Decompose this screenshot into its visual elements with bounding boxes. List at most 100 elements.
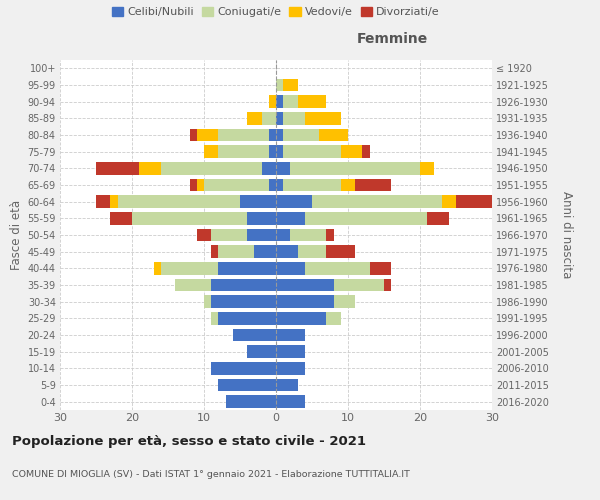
Bar	[247, 346, 276, 358]
Bar	[247, 229, 276, 241]
Bar	[211, 362, 276, 374]
Bar	[298, 96, 326, 108]
Bar	[269, 179, 276, 192]
Bar	[204, 296, 211, 308]
Bar	[276, 196, 312, 208]
Bar	[276, 129, 283, 141]
Bar	[355, 179, 391, 192]
Bar	[341, 146, 362, 158]
Text: COMUNE DI MIOGLIA (SV) - Dati ISTAT 1° gennaio 2021 - Elaborazione TUTTITALIA.IT: COMUNE DI MIOGLIA (SV) - Dati ISTAT 1° g…	[12, 470, 410, 479]
Bar	[276, 296, 334, 308]
Text: Popolazione per età, sesso e stato civile - 2021: Popolazione per età, sesso e stato civil…	[12, 435, 366, 448]
Bar	[420, 162, 434, 174]
Bar	[326, 246, 355, 258]
Bar	[110, 196, 118, 208]
Bar	[118, 196, 240, 208]
Bar	[175, 279, 211, 291]
Bar	[190, 179, 197, 192]
Bar	[161, 162, 262, 174]
Bar	[218, 312, 276, 324]
Bar	[442, 196, 456, 208]
Bar	[218, 379, 276, 391]
Bar	[384, 279, 391, 291]
Bar	[132, 212, 247, 224]
Bar	[204, 146, 218, 158]
Bar	[262, 112, 276, 124]
Bar	[211, 296, 276, 308]
Bar	[326, 312, 341, 324]
Bar	[290, 162, 420, 174]
Bar	[276, 246, 298, 258]
Bar	[262, 162, 276, 174]
Y-axis label: Fasce di età: Fasce di età	[10, 200, 23, 270]
Bar	[276, 262, 305, 274]
Bar	[334, 279, 384, 291]
Bar	[254, 246, 276, 258]
Bar	[283, 79, 298, 92]
Bar	[110, 212, 132, 224]
Bar	[276, 312, 326, 324]
Bar	[211, 312, 218, 324]
Bar	[276, 112, 283, 124]
Legend: Celibi/Nubili, Coniugati/e, Vedovi/e, Divorziati/e: Celibi/Nubili, Coniugati/e, Vedovi/e, Di…	[108, 2, 444, 22]
Bar	[305, 262, 370, 274]
Bar	[247, 112, 262, 124]
Bar	[370, 262, 391, 274]
Bar	[312, 196, 442, 208]
Bar	[218, 146, 269, 158]
Text: Femmine: Femmine	[357, 32, 428, 46]
Bar	[154, 262, 161, 274]
Bar	[276, 362, 305, 374]
Bar	[211, 279, 276, 291]
Bar	[276, 229, 290, 241]
Bar	[319, 129, 348, 141]
Bar	[427, 212, 449, 224]
Bar	[298, 246, 326, 258]
Bar	[276, 279, 334, 291]
Bar	[276, 329, 305, 341]
Bar	[96, 162, 139, 174]
Bar	[276, 346, 305, 358]
Bar	[456, 196, 492, 208]
Bar	[290, 229, 326, 241]
Bar	[305, 112, 341, 124]
Bar	[326, 229, 334, 241]
Bar	[283, 146, 341, 158]
Bar	[240, 196, 276, 208]
Bar	[247, 212, 276, 224]
Bar	[269, 96, 276, 108]
Bar	[211, 246, 218, 258]
Bar	[283, 179, 341, 192]
Bar	[276, 212, 305, 224]
Bar	[305, 212, 427, 224]
Bar	[283, 96, 298, 108]
Bar	[190, 129, 197, 141]
Bar	[139, 162, 161, 174]
Bar	[197, 179, 204, 192]
Bar	[197, 129, 218, 141]
Bar	[269, 146, 276, 158]
Bar	[276, 179, 283, 192]
Bar	[226, 396, 276, 408]
Bar	[276, 162, 290, 174]
Bar	[197, 229, 211, 241]
Bar	[218, 246, 254, 258]
Y-axis label: Anni di nascita: Anni di nascita	[560, 192, 573, 278]
Bar	[204, 179, 269, 192]
Bar	[269, 129, 276, 141]
Bar	[218, 262, 276, 274]
Bar	[276, 379, 298, 391]
Bar	[276, 79, 283, 92]
Bar	[341, 179, 355, 192]
Bar	[211, 229, 247, 241]
Bar	[161, 262, 218, 274]
Bar	[233, 329, 276, 341]
Bar	[218, 129, 269, 141]
Bar	[276, 396, 305, 408]
Bar	[283, 112, 305, 124]
Bar	[276, 146, 283, 158]
Bar	[283, 129, 319, 141]
Bar	[96, 196, 110, 208]
Bar	[362, 146, 370, 158]
Bar	[276, 96, 283, 108]
